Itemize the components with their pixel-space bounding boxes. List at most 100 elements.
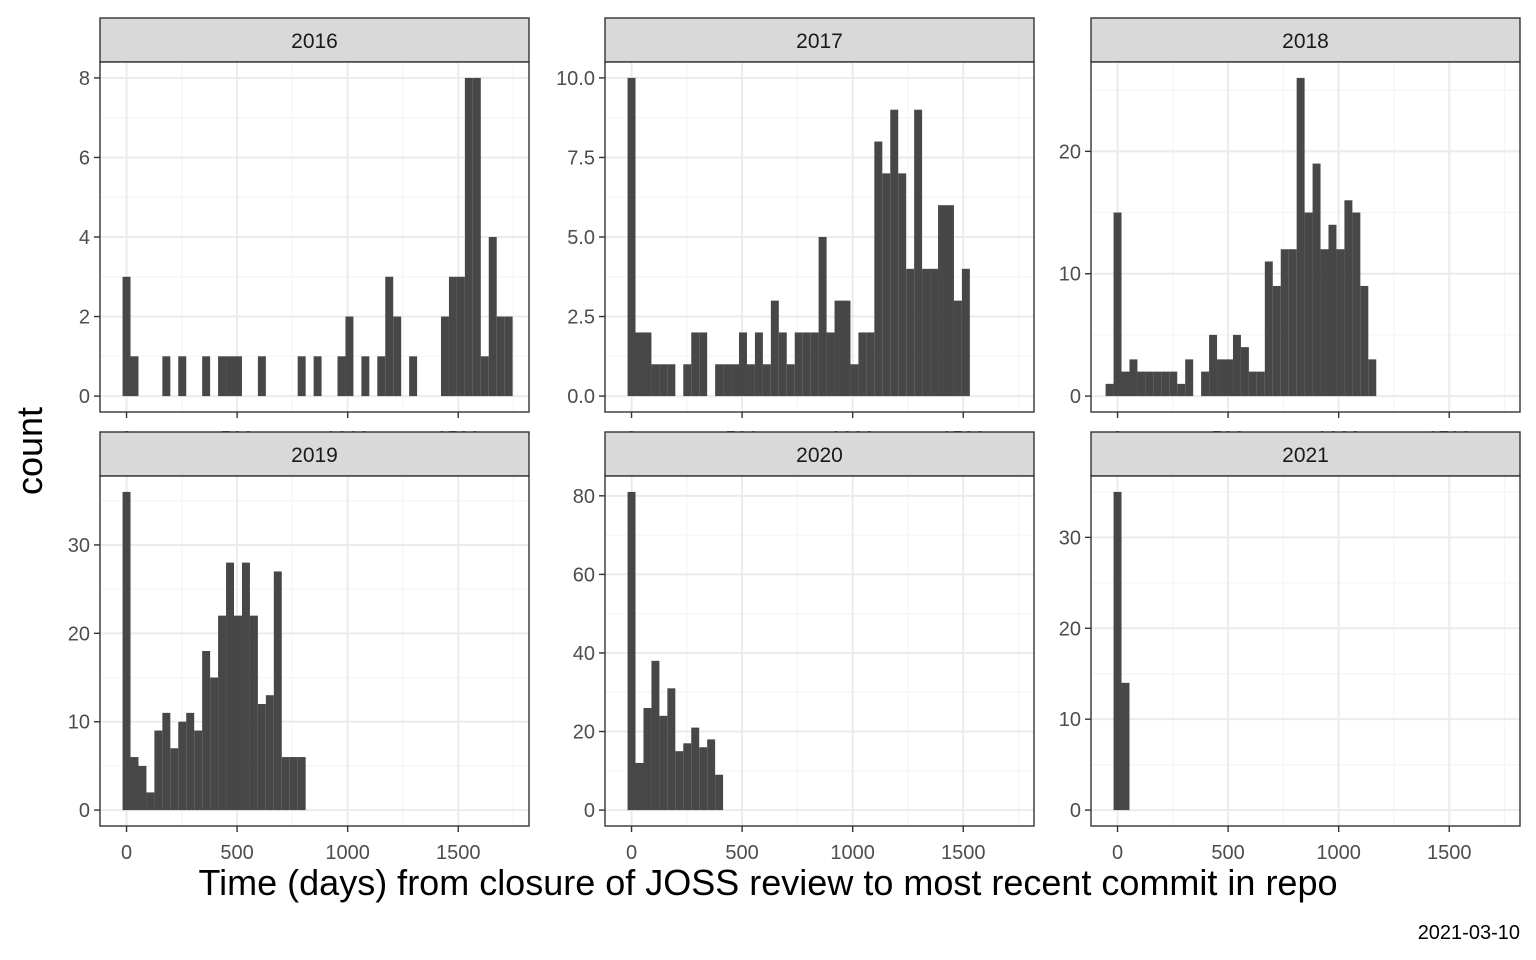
histogram-bar [1161, 371, 1170, 397]
histogram-bar [802, 332, 811, 397]
histogram-bar [794, 332, 803, 397]
y-tick-label: 0 [79, 800, 90, 822]
histogram-bar [1312, 163, 1321, 397]
histogram-bar [241, 562, 250, 811]
facet-title-2019: 2019 [291, 444, 338, 467]
panel-border [1090, 475, 1521, 827]
histogram-bar [1256, 371, 1265, 397]
histogram-bar [723, 364, 732, 397]
histogram-bar [643, 707, 652, 811]
histogram-bar [1352, 212, 1361, 397]
y-tick-label: 60 [573, 564, 595, 586]
histogram-bar [130, 356, 139, 397]
histogram-bar [627, 77, 636, 397]
histogram-bar [1121, 682, 1130, 811]
histogram-bar [297, 356, 306, 397]
histogram-bar [667, 688, 676, 811]
histogram-bar [122, 276, 131, 397]
y-tick-label: 2 [79, 307, 90, 329]
histogram-bar [786, 364, 795, 397]
histogram-bar [504, 316, 513, 397]
histogram-bar [715, 364, 724, 397]
histogram-bar [1217, 359, 1226, 397]
histogram-bar [202, 651, 211, 811]
histogram-bar [226, 562, 235, 811]
histogram-bar [170, 748, 179, 811]
histogram-bar [707, 739, 716, 811]
histogram-bar [297, 757, 306, 811]
histogram-bar [1225, 359, 1233, 397]
histogram-bar [480, 356, 489, 397]
histogram-bar [882, 173, 891, 397]
histogram-bar [1296, 77, 1305, 397]
histogram-bar [1328, 224, 1337, 397]
histogram-bar [667, 364, 676, 397]
y-tick-label: 10.0 [556, 68, 595, 90]
histogram-bar [834, 300, 843, 397]
x-tick-label: 1500 [436, 842, 481, 864]
y-tick-label: 10 [68, 712, 90, 734]
histogram-bar [226, 356, 235, 397]
histogram-bar [456, 276, 465, 397]
histogram-bar [906, 268, 915, 397]
x-tick-label: 500 [1211, 842, 1244, 864]
histogram-bar [922, 268, 931, 397]
y-tick-label: 30 [1059, 527, 1081, 549]
facet-strip-2020 [604, 431, 1035, 477]
histogram-bar [281, 757, 290, 811]
y-tick-label: 5.0 [567, 227, 595, 249]
histogram-bar [1105, 383, 1114, 397]
y-tick-label: 20 [1059, 141, 1081, 163]
histogram-bar [337, 356, 346, 397]
histogram-bar [313, 356, 322, 397]
panel-border [604, 475, 1035, 827]
histogram-bar [850, 364, 859, 397]
histogram-bar [691, 727, 700, 811]
facet-title-2018: 2018 [1282, 30, 1329, 53]
histogram-bar [138, 765, 147, 811]
histogram-bar [1368, 359, 1377, 397]
y-axis-label: count [9, 406, 50, 496]
histogram-bar [874, 141, 883, 397]
y-tick-label: 0.0 [567, 386, 595, 408]
histogram-bar [1201, 371, 1210, 397]
histogram-bar [643, 332, 652, 397]
histogram-bar [154, 730, 163, 811]
x-axis-label: Time (days) from closure of JOSS review … [198, 862, 1338, 903]
histogram-bar [683, 364, 692, 397]
facet-strip-2016 [99, 17, 530, 63]
y-tick-label: 7.5 [567, 147, 595, 169]
histogram-bar [249, 615, 258, 811]
histogram-bar [472, 77, 481, 397]
histogram-bar [754, 332, 763, 397]
histogram-bar [146, 792, 155, 811]
y-tick-label: 80 [573, 486, 595, 508]
histogram-bar [1288, 249, 1297, 397]
histogram-bar [488, 237, 497, 397]
histogram-bar [1209, 334, 1218, 397]
y-tick-label: 0 [1070, 386, 1081, 408]
histogram-bar [810, 332, 819, 397]
histogram-bar [440, 316, 449, 397]
histogram-bar [762, 364, 771, 397]
histogram-bar [1113, 491, 1122, 811]
histogram-bar [961, 268, 970, 397]
histogram-bar [746, 364, 755, 397]
x-tick-label: 1000 [325, 842, 370, 864]
y-tick-label: 8 [79, 68, 90, 90]
histogram-bar [635, 762, 644, 811]
histogram-bar [257, 356, 266, 397]
panel-border [1090, 61, 1521, 413]
histogram-bar [210, 677, 219, 811]
x-tick-label: 0 [121, 842, 132, 864]
x-tick-label: 500 [725, 842, 758, 864]
histogram-bar [1264, 261, 1273, 397]
histogram-bar [683, 743, 692, 811]
histogram-bar [858, 332, 867, 397]
histogram-bar [464, 77, 473, 397]
facet-title-2016: 2016 [291, 30, 338, 53]
histogram-bar [162, 356, 171, 397]
histogram-bar [385, 276, 394, 397]
y-tick-label: 0 [79, 386, 90, 408]
